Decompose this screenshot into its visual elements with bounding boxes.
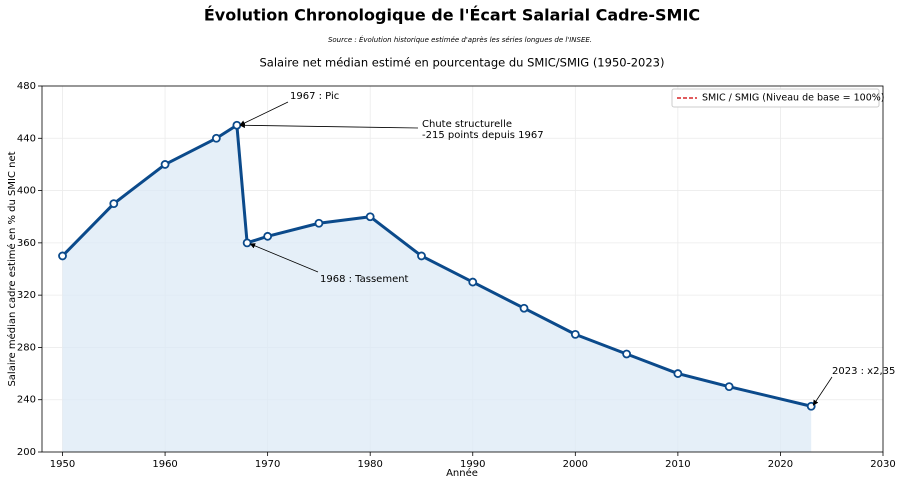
source: Source : Évolution historique estimée d'…: [328, 35, 592, 44]
marker: [211, 133, 221, 143]
marker: [242, 238, 252, 248]
y-tick-label: 360: [17, 238, 36, 249]
x-tick-label: 1960: [152, 459, 177, 470]
marker: [622, 349, 631, 359]
y-tick-label: 240: [17, 395, 36, 406]
x-tick-label: 2020: [768, 459, 793, 470]
marker: [806, 401, 816, 411]
y-axis-label: Salaire médian cadre estimé en % du SMIC…: [6, 151, 18, 386]
y-tick-label: 280: [17, 342, 36, 353]
marker: [417, 251, 426, 261]
marker: [570, 329, 580, 339]
annotation-arrow: [239, 122, 419, 129]
x-tick-label: 1980: [357, 459, 382, 470]
x-tick-label: 2010: [665, 459, 690, 470]
legend: SMIC / SMIG (Niveau de base = 100%): [671, 88, 885, 108]
x-tick-label: 1990: [460, 459, 485, 470]
marker: [519, 303, 529, 313]
marker: [314, 218, 324, 228]
annotation: 2023 : x2,35: [832, 366, 895, 377]
x-tick-label: 1950: [50, 459, 75, 470]
legend-label: SMIC / SMIG (Niveau de base = 100%): [702, 93, 885, 104]
marker: [263, 231, 273, 241]
y-tick-label: 440: [17, 133, 36, 144]
legend-box: [671, 88, 880, 108]
marker: [468, 277, 478, 287]
annotation: Chute structurelle: [422, 119, 512, 130]
annotation: 1967 : Pic: [290, 91, 339, 102]
marker: [724, 382, 734, 392]
y-tick-label: 480: [17, 81, 36, 92]
marker: [58, 251, 67, 261]
annotation-arrow: [812, 376, 833, 406]
y-tick-label: 200: [17, 447, 36, 458]
x-tick-label: 2030: [870, 459, 895, 470]
area: [62, 125, 812, 452]
marker: [160, 160, 170, 169]
annotation: 1968 : Tassement: [320, 274, 409, 285]
y-tick-label: 320: [17, 290, 36, 301]
subtitle: Salaire net médian estimé en pourcentage…: [260, 56, 665, 70]
x-tick-label: 1970: [255, 459, 280, 470]
marker: [232, 120, 242, 130]
marker: [673, 369, 683, 378]
marker: [365, 212, 375, 222]
chart-title: Évolution Chronologique de l'Écart Salar…: [204, 6, 700, 25]
y-tick-label: 400: [17, 186, 36, 197]
marker: [109, 199, 119, 209]
annotation-arrow: [249, 243, 319, 273]
annotation: -215 points depuis 1967: [422, 130, 544, 141]
x-axis-label: Année: [446, 467, 478, 477]
x-tick-label: 2000: [563, 459, 588, 470]
annotation-arrow: [239, 101, 289, 126]
plot-frame: [41, 85, 884, 453]
